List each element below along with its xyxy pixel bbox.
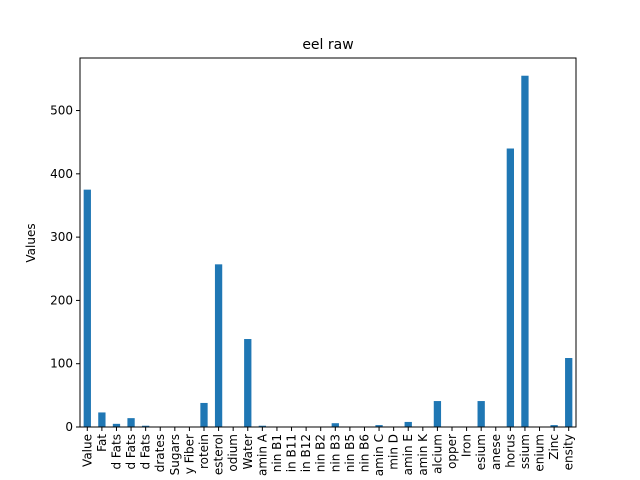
x-tick-label-6: Sugars [168, 434, 182, 475]
x-tick-label-21: min D [387, 434, 401, 470]
x-tick-label-25: opper [445, 434, 459, 469]
x-tick-label-9: esterol [212, 434, 226, 475]
y-tick-label-4: 400 [50, 167, 73, 181]
y-tick-label-1: 100 [50, 357, 73, 371]
bar-0 [83, 189, 91, 427]
x-tick-label-31: enium [533, 434, 547, 472]
bar-24 [433, 401, 442, 427]
bar-12 [258, 425, 266, 427]
x-tick-label-28: anese [489, 434, 503, 470]
x-tick-label-26: Iron [460, 434, 474, 457]
x-tick-label-22: amin E [401, 434, 415, 475]
x-tick-label-24: alcium [430, 434, 444, 474]
x-tick-label-23: amin K [416, 433, 430, 476]
x-tick-label-33: ensity [562, 434, 576, 470]
x-tick-label-4: d Fats [139, 434, 153, 470]
plot-frame [79, 57, 577, 428]
bar-33 [565, 358, 573, 427]
bar-1 [98, 412, 106, 427]
x-tick-label-20: amin C [372, 434, 386, 476]
y-tick-label-2: 200 [50, 293, 73, 307]
bar-29 [506, 148, 514, 427]
bar-4 [142, 425, 150, 427]
x-tick-label-11: Water [241, 434, 255, 470]
bar-17 [331, 423, 339, 427]
x-axis: Value Fat d Fats d Fats d Fats drates Sugars y … [80, 427, 576, 476]
bars-group [83, 75, 573, 427]
x-tick-label-5: drates [153, 434, 167, 472]
bar-3 [127, 418, 135, 427]
x-tick-label-8: rotein [197, 434, 211, 469]
bar-8 [200, 402, 208, 427]
x-tick-label-2: d Fats [109, 434, 123, 470]
bar-9 [214, 264, 223, 427]
chart-title: eel raw [302, 37, 353, 53]
x-tick-label-7: y Fiber [182, 434, 196, 474]
y-tick-label-3: 300 [50, 230, 73, 244]
bar-22 [404, 421, 412, 427]
bar-20 [375, 425, 383, 427]
y-tick-label-5: 500 [50, 104, 73, 118]
x-tick-label-13: nin B1 [270, 434, 284, 472]
bar-11 [244, 339, 252, 427]
y-axis-label: Values [24, 223, 38, 262]
bar-27 [477, 401, 485, 427]
bar-2 [112, 423, 121, 427]
bar-32 [550, 425, 558, 427]
x-tick-label-0: Value [80, 434, 94, 467]
x-tick-label-3: d Fats [124, 434, 138, 470]
x-tick-label-27: esium [474, 434, 488, 470]
x-tick-label-15: in B12 [299, 434, 313, 472]
x-tick-label-1: Fat [95, 434, 109, 452]
x-tick-label-12: amin A [255, 433, 269, 476]
x-tick-label-18: nin B5 [343, 434, 357, 472]
x-tick-label-19: nin B6 [357, 434, 371, 472]
x-tick-label-32: Zinc [547, 434, 561, 460]
x-tick-label-14: in B11 [285, 434, 299, 472]
bar-30 [521, 75, 529, 427]
x-tick-label-29: horus [503, 434, 517, 468]
x-tick-label-30: ssium [518, 434, 532, 469]
x-tick-label-16: nin B2 [314, 434, 328, 472]
x-tick-label-17: nin B3 [328, 434, 342, 472]
x-tick-label-10: odium [226, 434, 240, 472]
y-axis: 0 100 200 300 400 500 [50, 104, 80, 434]
y-tick-label-0: 0 [65, 420, 73, 434]
